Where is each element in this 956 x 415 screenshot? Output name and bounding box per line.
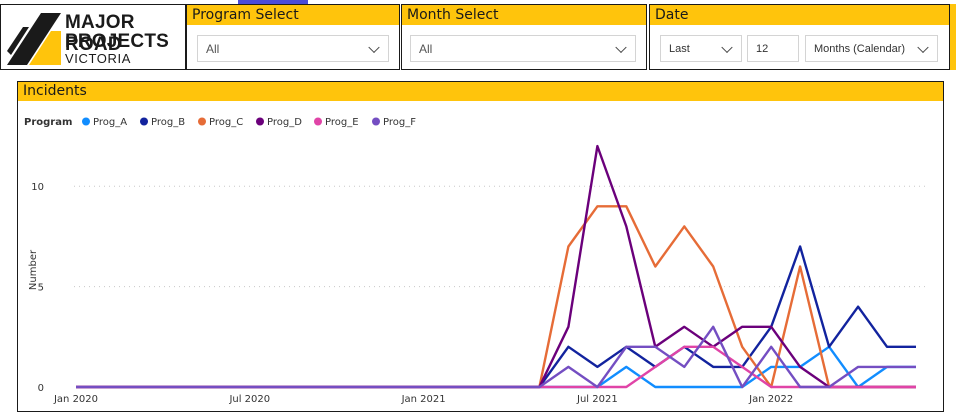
incidents-title: Incidents bbox=[18, 82, 943, 101]
legend-marker-prog_b[interactable] bbox=[140, 117, 148, 126]
y-tick-label: 10 bbox=[31, 182, 44, 193]
y-axis-label: Number bbox=[28, 249, 39, 290]
top-filter-bar: MAJOR ROAD PROJECTS VICTORIA Program Sel… bbox=[0, 0, 956, 70]
program-select-value: All bbox=[206, 41, 220, 56]
legend-item-prog_d[interactable]: Prog_D bbox=[267, 117, 302, 128]
legend-marker-prog_a[interactable] bbox=[82, 117, 90, 126]
chevron-down-icon bbox=[368, 41, 380, 53]
series-line-prog_c[interactable] bbox=[76, 205, 916, 389]
x-tick-label: Jul 2020 bbox=[228, 394, 270, 405]
x-tick-label: Jul 2021 bbox=[576, 394, 618, 405]
logo-mark-icon bbox=[7, 13, 61, 65]
chevron-down-icon bbox=[615, 41, 627, 53]
x-tick-label: Jan 2020 bbox=[53, 394, 98, 405]
month-select-title: Month Select bbox=[402, 5, 646, 25]
legend-marker-prog_f[interactable] bbox=[372, 117, 380, 126]
legend-item-prog_e[interactable]: Prog_E bbox=[325, 117, 359, 128]
series-line-prog_d[interactable] bbox=[76, 144, 916, 389]
legend-item-prog_b[interactable]: Prog_B bbox=[151, 117, 185, 128]
legend-marker-prog_d[interactable] bbox=[256, 117, 264, 126]
date-period-dropdown[interactable]: Last bbox=[660, 35, 742, 62]
month-select-value: All bbox=[419, 41, 433, 56]
legend-marker-prog_c[interactable] bbox=[198, 117, 206, 126]
legend-item-prog_f[interactable]: Prog_F bbox=[383, 117, 416, 128]
month-select-dropdown[interactable]: All bbox=[410, 35, 636, 62]
chart-legend: Program Prog_A Prog_B Prog_C Prog_D Prog_E Pr… bbox=[24, 117, 416, 128]
legend-item-prog_c[interactable]: Prog_C bbox=[209, 117, 243, 128]
legend-item-prog_a[interactable]: Prog_A bbox=[93, 117, 127, 128]
date-period-value: Last bbox=[669, 42, 690, 55]
incidents-visual: Incidents Program Prog_A Prog_B Prog_C Prog… bbox=[17, 81, 944, 412]
logo-text-victoria: VICTORIA bbox=[65, 51, 131, 66]
date-unit-dropdown[interactable]: Months (Calendar) bbox=[805, 35, 938, 62]
month-select-slicer: Month Select All bbox=[401, 4, 647, 70]
active-tab-indicator bbox=[238, 0, 308, 4]
y-tick-label: 5 bbox=[38, 283, 44, 294]
date-count-input[interactable]: 12 bbox=[747, 35, 799, 62]
logo-text-major-road: MAJOR ROAD bbox=[65, 12, 135, 55]
incidents-line-chart: Program Prog_A Prog_B Prog_C Prog_D Prog_E Pr… bbox=[24, 117, 928, 405]
chevron-down-icon bbox=[721, 41, 733, 53]
chevron-down-icon bbox=[917, 41, 929, 53]
x-axis: Jan 2020 Jul 2020 Jan 2021 Jul 2021 Jan 2022 bbox=[53, 394, 793, 405]
legend-marker-prog_e[interactable] bbox=[314, 117, 322, 126]
program-select-title: Program Select bbox=[187, 5, 399, 25]
series-line-prog_f[interactable] bbox=[76, 325, 916, 389]
series-lines bbox=[76, 144, 916, 389]
date-unit-value: Months (Calendar) bbox=[814, 42, 906, 55]
x-tick-label: Jan 2022 bbox=[748, 394, 793, 405]
legend-title: Program bbox=[24, 117, 72, 128]
logo-text-projects: PROJECTS bbox=[65, 31, 170, 52]
y-axis: 0 5 10 bbox=[31, 182, 44, 394]
date-count-value: 12 bbox=[756, 42, 769, 55]
panel-edge-accent bbox=[950, 4, 956, 70]
date-slicer: Date Last 12 Months (Calendar) bbox=[649, 4, 950, 70]
y-tick-label: 0 bbox=[38, 383, 44, 394]
x-tick-label: Jan 2021 bbox=[401, 394, 446, 405]
logo: MAJOR ROAD PROJECTS VICTORIA bbox=[0, 4, 186, 70]
program-select-dropdown[interactable]: All bbox=[197, 35, 389, 62]
program-select-slicer: Program Select All bbox=[186, 4, 400, 70]
date-title: Date bbox=[650, 5, 949, 25]
